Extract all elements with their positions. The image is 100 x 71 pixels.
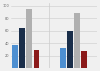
Bar <box>60 48 66 68</box>
Bar <box>34 50 40 68</box>
Bar <box>67 31 73 68</box>
Bar <box>20 28 25 68</box>
Bar <box>74 13 80 68</box>
Bar <box>81 51 87 68</box>
Bar <box>12 45 18 68</box>
Bar <box>26 9 32 68</box>
